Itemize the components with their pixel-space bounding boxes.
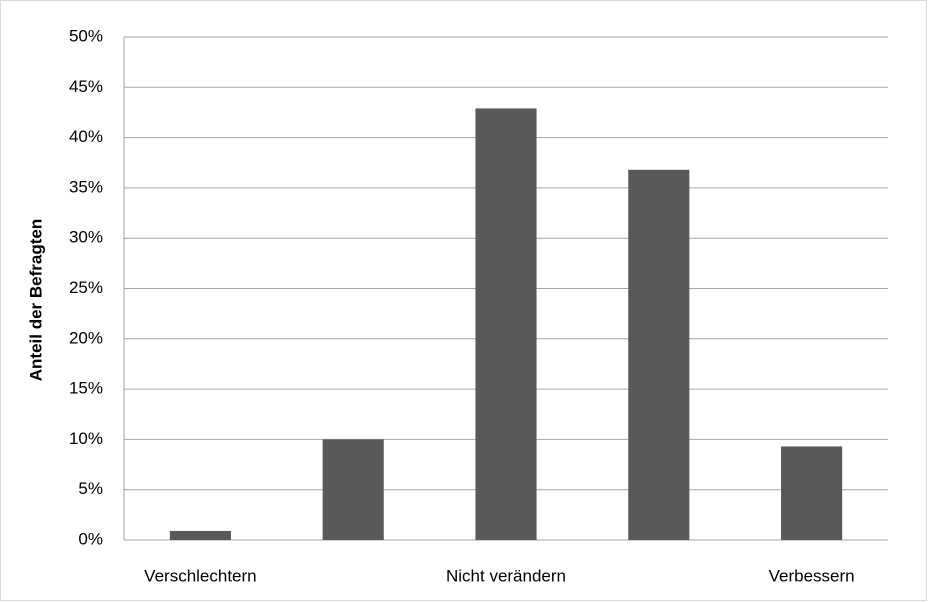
bar bbox=[628, 169, 690, 541]
x-tick-label: Verschlechtern bbox=[144, 566, 256, 585]
x-tick-label: Nicht verändern bbox=[446, 566, 566, 585]
y-tick-label: 35% bbox=[69, 177, 103, 196]
x-tick-label: Verbessern bbox=[769, 566, 855, 585]
y-tick-label: 40% bbox=[69, 127, 103, 146]
y-tick-label: 50% bbox=[69, 26, 103, 45]
y-tick-label: 15% bbox=[69, 379, 103, 398]
y-tick-label: 30% bbox=[69, 228, 103, 247]
bar bbox=[475, 108, 537, 541]
y-tick-label: 10% bbox=[69, 429, 103, 448]
y-tick-label: 25% bbox=[69, 278, 103, 297]
y-tick-label: 20% bbox=[69, 328, 103, 347]
y-tick-label: 0% bbox=[78, 529, 103, 548]
y-axis-label: Anteil der Befragten bbox=[26, 219, 45, 381]
bar bbox=[169, 530, 231, 540]
y-tick-label: 45% bbox=[69, 77, 103, 96]
bar bbox=[781, 446, 843, 540]
bar bbox=[322, 439, 384, 540]
y-tick-label: 5% bbox=[78, 479, 103, 498]
